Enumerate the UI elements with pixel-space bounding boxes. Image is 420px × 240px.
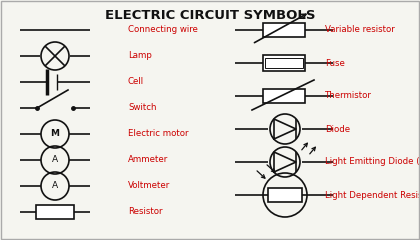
Bar	[263, 55, 305, 71]
Text: Fuse: Fuse	[325, 59, 345, 67]
Bar	[268, 188, 302, 202]
Text: Electric motor: Electric motor	[128, 130, 189, 138]
Text: Ammeter: Ammeter	[128, 156, 168, 164]
Text: Cell: Cell	[128, 78, 144, 86]
Text: Resistor: Resistor	[128, 208, 163, 216]
Text: Thermistor: Thermistor	[325, 91, 372, 101]
Text: Voltmeter: Voltmeter	[128, 181, 170, 191]
Text: Light Emitting Diode (LED): Light Emitting Diode (LED)	[325, 157, 420, 167]
Text: Switch: Switch	[128, 103, 157, 113]
Text: A: A	[52, 156, 58, 164]
Text: A: A	[52, 181, 58, 191]
Text: Variable resistor: Variable resistor	[325, 25, 395, 35]
Text: Lamp: Lamp	[128, 52, 152, 60]
Text: ELECTRIC CIRCUIT SYMBOLS: ELECTRIC CIRCUIT SYMBOLS	[105, 9, 315, 22]
Text: Light Dependent Resistor (LDR): Light Dependent Resistor (LDR)	[325, 191, 420, 199]
Text: Diode: Diode	[325, 125, 350, 133]
Bar	[265, 58, 303, 68]
Bar	[263, 89, 305, 103]
Text: M: M	[50, 130, 60, 138]
Bar	[263, 23, 305, 37]
Text: Connecting wire: Connecting wire	[128, 25, 198, 35]
Bar	[36, 205, 74, 219]
